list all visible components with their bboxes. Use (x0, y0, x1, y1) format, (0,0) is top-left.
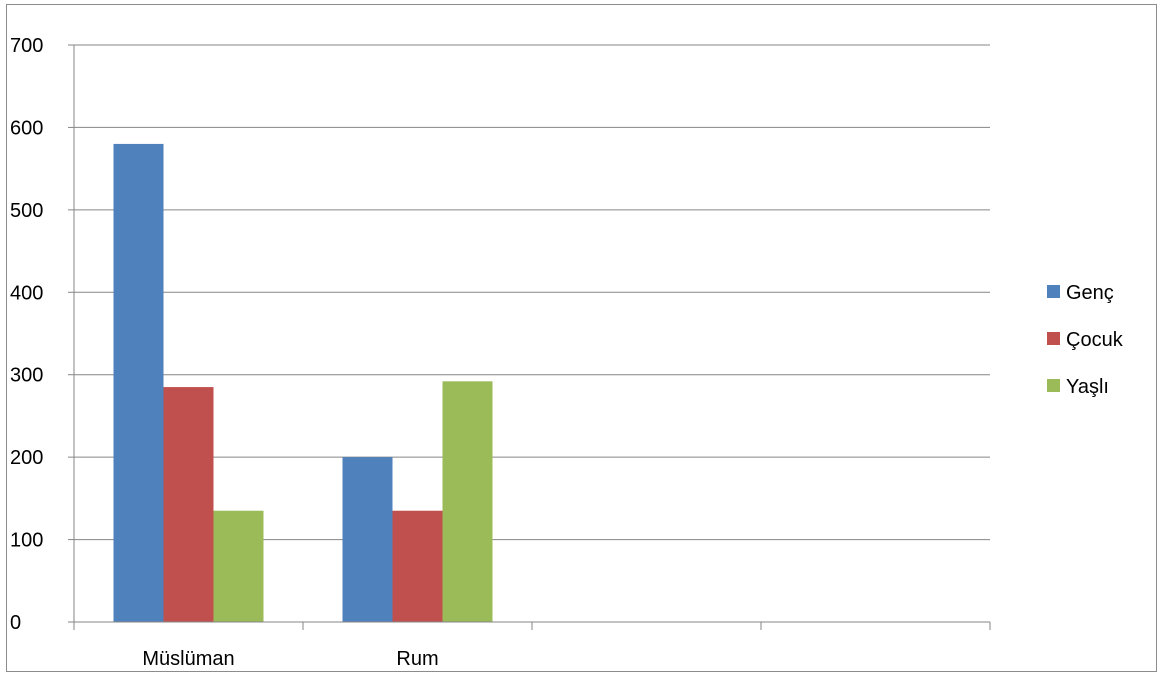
x-category-label: Rum (396, 648, 438, 670)
y-tick-labels: 0 100 200 300 400 500 600 700 (10, 35, 43, 634)
bar-0-2 (213, 510, 264, 622)
legend-label: Genç (1066, 282, 1114, 304)
legend-swatch (1047, 285, 1060, 298)
x-category-label: Müslüman (142, 648, 234, 670)
legend-label: Yaşlı (1066, 376, 1109, 398)
bar-0-1 (163, 387, 214, 622)
y-tick-label: 200 (10, 447, 43, 469)
y-tick-label: 100 (10, 530, 43, 552)
y-tick-label: 500 (10, 200, 43, 222)
bar-0-0 (113, 143, 164, 622)
legend: Genç Çocuk Yaşlı (1047, 282, 1124, 398)
axes (68, 44, 991, 630)
bar-1-0 (342, 457, 393, 622)
y-tick-label: 400 (10, 282, 43, 304)
bar-1-2 (442, 381, 493, 622)
legend-label: Çocuk (1066, 329, 1124, 351)
legend-swatch (1047, 332, 1060, 345)
legend-swatch (1047, 379, 1060, 392)
y-tick-label: 600 (10, 117, 43, 139)
bar-1-1 (392, 510, 443, 622)
y-tick-label: 300 (10, 365, 43, 387)
bars (113, 143, 493, 622)
y-tick-label: 700 (10, 35, 43, 57)
y-tick-label: 0 (10, 612, 21, 634)
x-category-labels: Müslüman Rum (142, 648, 438, 670)
